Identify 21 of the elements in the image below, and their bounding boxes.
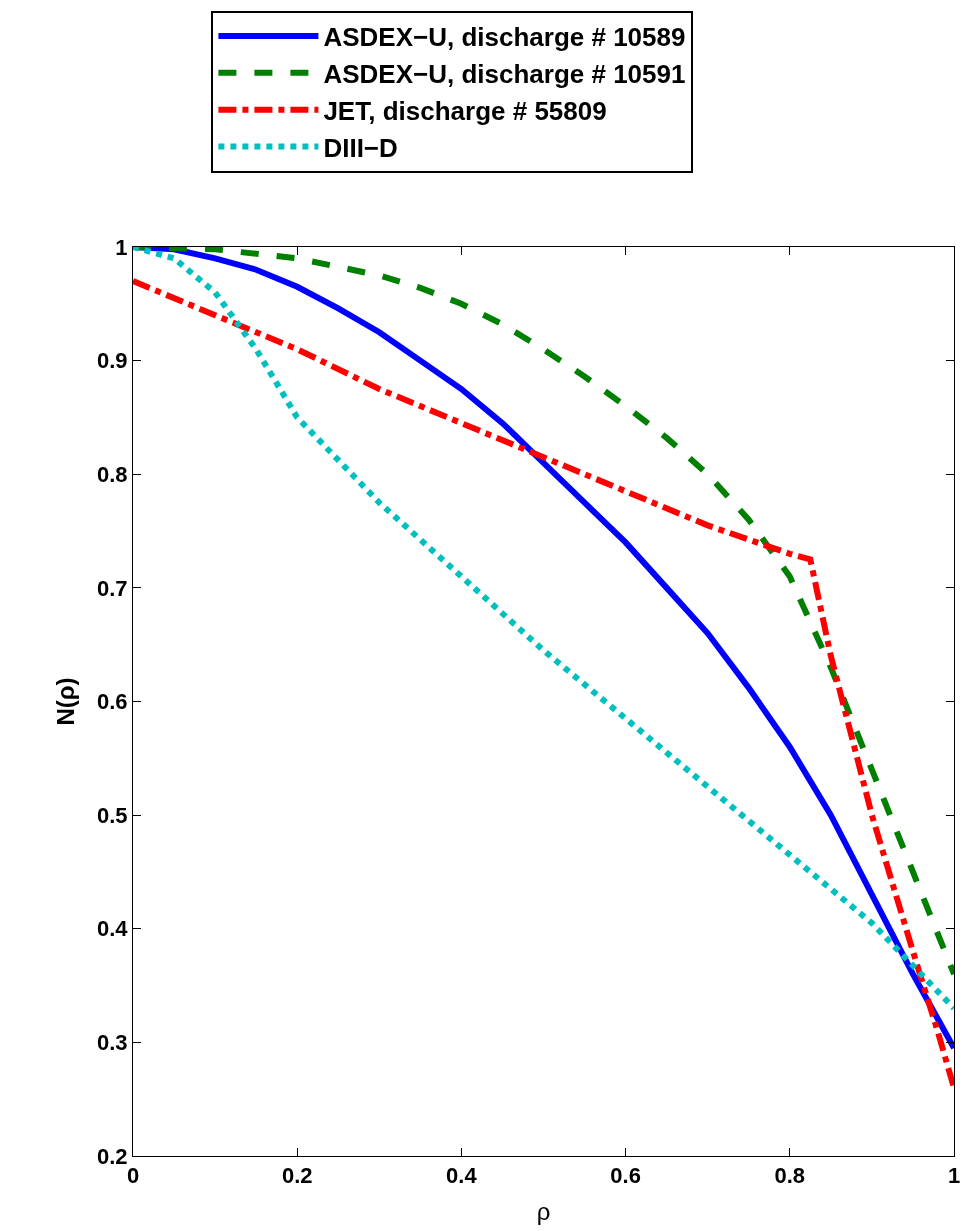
x-tick-label: 0 [126, 1163, 140, 1189]
y-axis-title: N(ρ) [52, 677, 80, 726]
y-tick-label: 0.9 [97, 348, 128, 374]
legend-label: ASDEX−U, discharge # 10589 [323, 22, 686, 53]
y-tick-label: 0.6 [97, 689, 128, 715]
x-tick-label: 0.6 [610, 1163, 641, 1189]
x-tick-label: 0.2 [281, 1163, 313, 1189]
legend-label: ASDEX−U, discharge # 10591 [323, 59, 686, 89]
y-tick-label: 0.8 [97, 461, 128, 487]
legend-label: DIII−D [323, 132, 398, 163]
x-tick-label: 0.8 [774, 1163, 806, 1189]
x-tick-label: 0.4 [446, 1163, 478, 1189]
legend-label: JET, discharge # 55809 [323, 95, 607, 126]
x-tick-label: 1 [947, 1163, 961, 1189]
y-tick-label: 0.7 [97, 575, 128, 601]
x-axis-title: ρ [536, 1197, 551, 1225]
y-tick-label: 0.5 [97, 802, 128, 828]
y-tick-label: 0.4 [97, 916, 129, 942]
y-tick-label: 0.3 [97, 1030, 128, 1056]
y-tick-label: 0.2 [97, 1143, 128, 1169]
y-tick-label: 1 [115, 234, 128, 260]
